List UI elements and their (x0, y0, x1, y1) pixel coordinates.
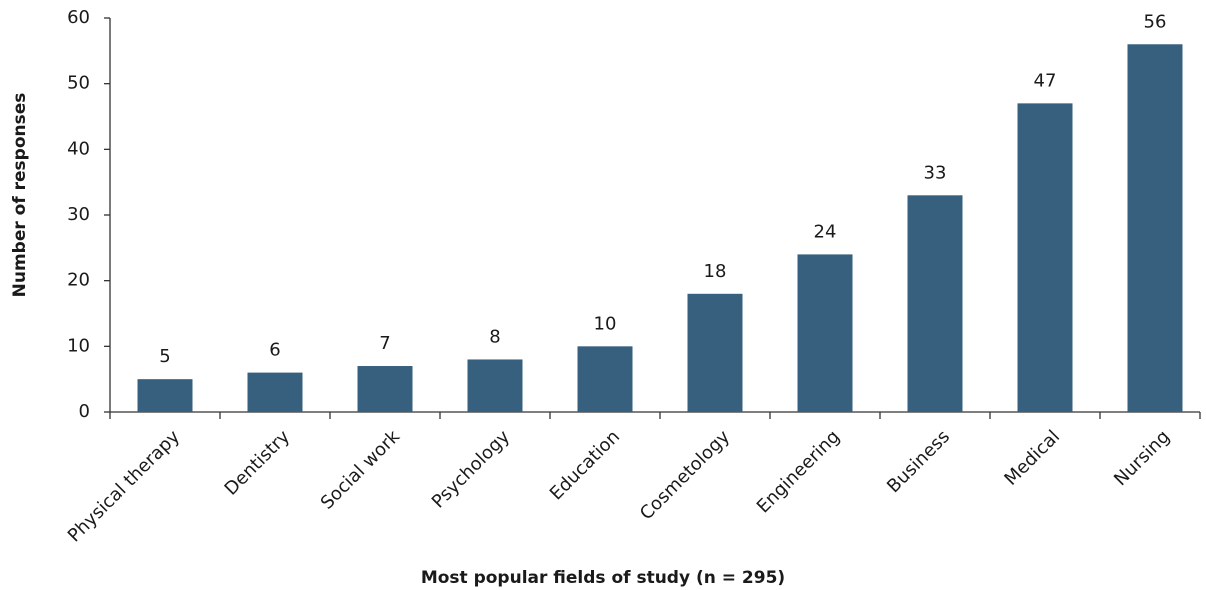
value-label: 33 (924, 162, 947, 183)
x-tick-label: Education (546, 426, 624, 504)
x-tick-label: Engineering (753, 426, 844, 517)
x-tick-label: Physical therapy (64, 426, 184, 546)
bar (797, 254, 853, 412)
value-label: 5 (159, 346, 170, 367)
bar (137, 379, 193, 412)
x-tick-label: Social work (317, 426, 405, 514)
y-tick-label: 0 (79, 401, 90, 422)
bar (467, 359, 523, 412)
y-tick-label: 30 (67, 204, 90, 225)
x-tick-label: Cosmetology (636, 426, 734, 524)
bar (577, 346, 633, 412)
bar (1017, 103, 1073, 412)
y-tick-label: 10 (67, 335, 90, 356)
value-label: 8 (489, 326, 500, 347)
bar (907, 195, 963, 412)
bar (357, 366, 413, 412)
y-tick-label: 60 (67, 7, 90, 28)
y-tick-label: 40 (67, 138, 90, 159)
bar (247, 372, 303, 412)
value-label: 18 (704, 261, 727, 282)
bar (1127, 44, 1183, 413)
x-tick-label: Psychology (428, 426, 514, 512)
bar (687, 293, 743, 412)
x-tick-label: Medical (1000, 426, 1064, 490)
value-label: 24 (814, 221, 837, 242)
x-tick-label: Business (883, 426, 954, 497)
value-label: 7 (379, 333, 390, 354)
value-label: 10 (594, 313, 617, 334)
y-axis-title: Number of responses (10, 93, 30, 298)
x-tick-label: Nursing (1110, 426, 1174, 490)
y-tick-label: 20 (67, 270, 90, 291)
value-label: 6 (269, 340, 280, 361)
y-tick-label: 50 (67, 73, 90, 94)
value-label: 56 (1144, 11, 1167, 32)
value-label: 47 (1034, 70, 1057, 91)
x-axis-title: Most popular fields of study (n = 295) (421, 568, 785, 588)
x-tick-label: Dentistry (221, 426, 295, 500)
